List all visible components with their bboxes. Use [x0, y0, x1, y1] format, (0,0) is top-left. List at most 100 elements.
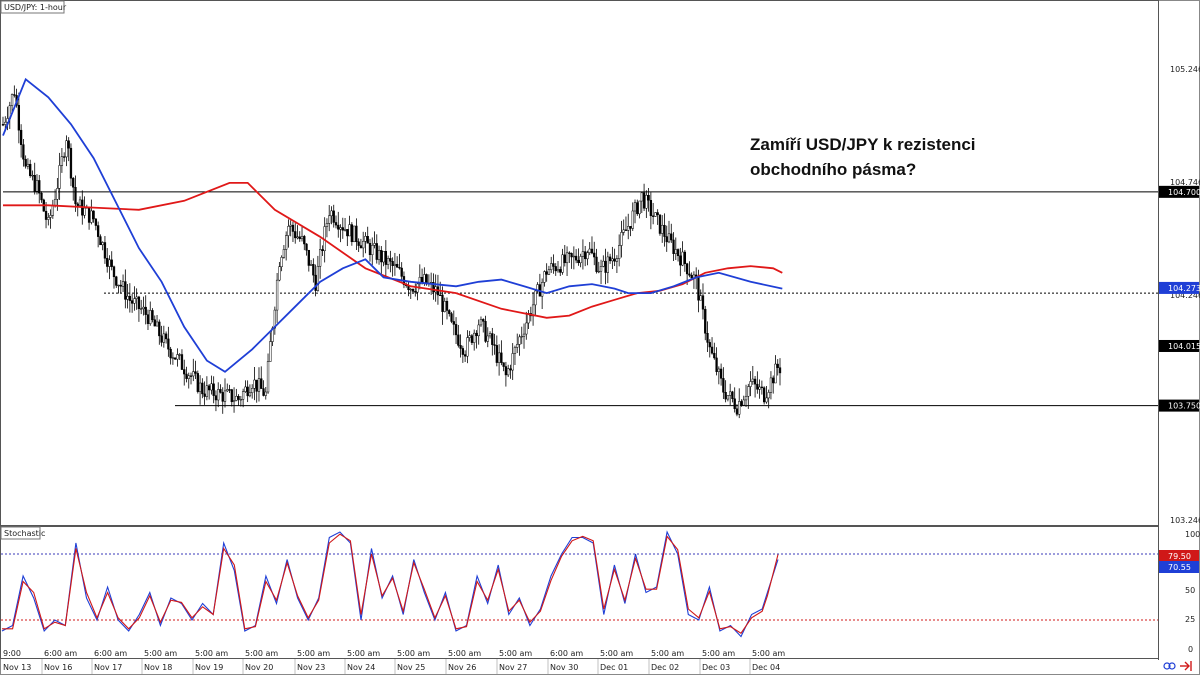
candle — [762, 386, 766, 405]
link-icon[interactable] — [1163, 662, 1176, 670]
candle — [756, 371, 759, 394]
candle — [443, 297, 446, 313]
x-tick-label: 5:00 am — [297, 649, 330, 658]
candle — [540, 278, 544, 310]
candle — [613, 248, 616, 267]
candle — [266, 353, 270, 394]
stochastic-title: Stochastic — [4, 529, 45, 538]
candle — [124, 269, 127, 309]
candle — [230, 388, 233, 407]
candle — [44, 202, 48, 229]
candle — [205, 376, 209, 401]
candle — [672, 232, 675, 261]
candle — [656, 209, 659, 225]
candle — [681, 241, 684, 267]
candle — [543, 270, 546, 287]
candle — [525, 311, 528, 340]
scroll-right-icon[interactable] — [1180, 661, 1192, 671]
candle — [468, 330, 471, 342]
candle — [380, 246, 383, 275]
candle — [248, 384, 252, 398]
candle — [203, 381, 206, 405]
candle — [520, 326, 523, 345]
candle — [174, 357, 177, 360]
candle — [262, 380, 265, 397]
stochastic-layer — [1, 530, 1158, 638]
candle — [144, 295, 147, 325]
candle — [513, 345, 517, 366]
candle — [237, 394, 240, 407]
moving-averages-layer — [2, 77, 783, 373]
candle — [130, 293, 134, 313]
candle — [738, 388, 741, 419]
candle — [663, 213, 666, 247]
candle — [146, 309, 150, 330]
candle — [606, 251, 609, 284]
candle — [461, 345, 465, 363]
candle — [477, 319, 480, 345]
candle — [452, 310, 455, 336]
x-tick-label: Nov 24 — [347, 663, 375, 672]
candle — [171, 352, 175, 365]
candle — [636, 199, 639, 216]
candle — [300, 226, 304, 242]
svg-text:79.50: 79.50 — [1168, 552, 1191, 561]
candle — [479, 316, 483, 327]
candle — [382, 251, 385, 267]
candle — [117, 284, 120, 294]
x-tick-label: 9:00 — [3, 649, 21, 658]
candle — [568, 251, 571, 263]
candle — [502, 362, 505, 372]
candle — [475, 330, 478, 349]
candle — [332, 204, 335, 228]
candle — [726, 395, 730, 402]
candle — [484, 315, 487, 343]
candle — [78, 196, 82, 206]
candle — [765, 386, 768, 404]
candle — [574, 249, 578, 264]
candle — [112, 265, 116, 289]
candle — [158, 319, 161, 345]
candle — [330, 206, 333, 225]
candle — [735, 404, 739, 417]
candle — [704, 305, 707, 341]
candle — [563, 245, 566, 267]
candle — [217, 382, 220, 408]
candle — [35, 174, 39, 195]
candle — [368, 238, 372, 262]
x-tick-label: 5:00 am — [499, 649, 532, 658]
candle — [115, 275, 118, 288]
candle — [316, 255, 320, 292]
candle — [778, 358, 782, 386]
candle — [679, 247, 682, 277]
candle — [493, 333, 496, 355]
candle — [244, 380, 247, 393]
candle — [595, 248, 598, 274]
candle — [121, 274, 125, 293]
candle — [631, 202, 634, 231]
candle — [76, 202, 79, 217]
candle — [373, 231, 376, 249]
svg-text:104.700: 104.700 — [1168, 188, 1200, 197]
candle — [441, 286, 444, 325]
candle — [584, 245, 587, 267]
candle — [296, 225, 299, 240]
candle — [651, 202, 655, 225]
candle — [214, 390, 218, 412]
x-tick-label: Nov 27 — [499, 663, 527, 672]
stochastic-title-box — [0, 526, 41, 540]
candle — [337, 211, 340, 238]
candle — [645, 190, 648, 218]
candle — [198, 375, 202, 405]
candle — [289, 220, 292, 237]
x-tick-label: Nov 18 — [144, 663, 172, 672]
candle — [312, 258, 315, 283]
candle — [658, 214, 662, 236]
candle — [257, 367, 261, 402]
candle — [303, 234, 306, 251]
candle — [294, 223, 297, 244]
candle — [620, 220, 623, 258]
candle — [547, 265, 551, 276]
candle — [724, 380, 727, 403]
candle — [318, 238, 322, 279]
